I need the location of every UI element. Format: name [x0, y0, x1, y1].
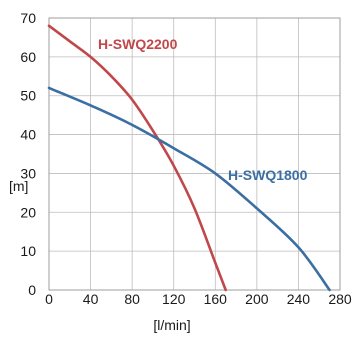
series-line-h-swq2200: [47, 24, 227, 292]
y-tick-label: 10: [20, 243, 36, 259]
x-tick-label: 0: [45, 291, 53, 307]
series-lines: [47, 24, 331, 292]
x-tick-label: 80: [124, 291, 140, 307]
x-tick-label: 200: [245, 291, 269, 307]
x-axis-label: [l/min]: [153, 317, 190, 333]
series-labels: H-SWQ2200 H-SWQ1800: [98, 36, 308, 183]
plot-frame: [48, 17, 341, 291]
series-label-h-swq2200: H-SWQ2200: [98, 36, 178, 52]
grid: [48, 17, 341, 291]
y-tick-labels: 0 10 20 30 40 50 60 70: [20, 10, 36, 298]
y-tick-label: 60: [20, 49, 36, 65]
y-tick-label: 20: [20, 204, 36, 220]
y-tick-label: 50: [20, 88, 36, 104]
y-tick-label: 30: [20, 165, 36, 181]
y-tick-label: 40: [20, 127, 36, 143]
y-tick-label: 0: [28, 282, 36, 298]
y-tick-label: 70: [20, 10, 36, 26]
x-tick-label: 280: [328, 291, 352, 307]
x-tick-label: 120: [162, 291, 186, 307]
x-tick-label: 240: [287, 291, 311, 307]
series-line-h-swq1800: [47, 86, 331, 292]
x-tick-labels: 0 40 80 120 160 200 240 280: [45, 291, 352, 307]
y-axis-label: [m]: [9, 178, 28, 194]
x-tick-label: 40: [83, 291, 99, 307]
series-label-h-swq1800: H-SWQ1800: [228, 167, 308, 183]
x-tick-label: 160: [204, 291, 228, 307]
